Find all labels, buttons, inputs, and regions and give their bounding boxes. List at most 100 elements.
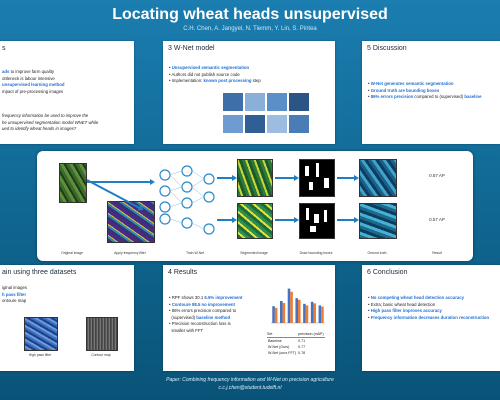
chart-bar <box>303 303 306 323</box>
mask-bottom <box>306 208 327 232</box>
panel-introduction: s ads to improve farm quality ottleneck … <box>0 41 134 144</box>
ground-truth-top <box>359 159 397 197</box>
label-result: Result <box>432 251 442 255</box>
panel-discussion-title: 5 Discussion <box>367 45 407 52</box>
score-bottom: 0.57 AP <box>429 217 445 222</box>
caption-contour: Contour map <box>91 353 111 357</box>
example-image <box>223 115 243 133</box>
table-cell: W-Net (ours FFT) <box>268 351 297 355</box>
example-image <box>289 115 309 133</box>
intro-bullet: mpact of pre-processing images <box>2 88 64 94</box>
chart-bar <box>310 301 314 323</box>
panel-intro-title: s <box>2 45 6 52</box>
results-bullet: • Precision reconstruction loss is <box>169 321 231 327</box>
panel-datasets-title: ain using three datasets <box>2 269 77 276</box>
wnet-bullet: • Authors did not publish source code <box>169 71 240 77</box>
footer-contact-email: c.c.j.chen@student.tudelft.nl <box>218 385 282 391</box>
datasets-bullets: iginal images h pass filter ontoure map <box>2 285 27 305</box>
arrow <box>275 217 299 223</box>
chart-bar <box>318 305 322 323</box>
mask-top <box>305 163 329 190</box>
datasets-bullet: iginal images <box>2 285 28 290</box>
discussion-bullet: • Ground truth are bounding boxes <box>368 87 440 93</box>
bounding-box-top <box>299 159 335 197</box>
chart-bar <box>272 306 275 323</box>
datasets-bullet: h pass filter <box>2 291 27 297</box>
table-row: W-Net (Ours) 0.77 <box>267 344 325 350</box>
conclusion-bullets: • No competing wheat head detection accu… <box>368 295 489 321</box>
panel-datasets: ain using three datasets iginal images h… <box>0 265 134 371</box>
bounding-box-bottom <box>299 203 335 239</box>
chart-bar <box>280 301 283 323</box>
results-table: Set precision (mAP) Baseline 0.71 W-Net … <box>267 331 325 356</box>
wnet-bullets: • Unsupervised semantic segmentation • A… <box>169 65 261 85</box>
poster-title: Locating wheat heads unsupervised <box>112 6 388 23</box>
wnet-network-icon <box>159 165 215 235</box>
arrow <box>217 217 237 223</box>
chart-bar <box>313 303 316 323</box>
example-image <box>223 93 243 111</box>
panel-conclusion-title: 6 Conclusion <box>367 269 408 276</box>
results-bullet: • RPF shows 30.1 6.5% improvement <box>169 295 243 300</box>
arrow <box>275 175 299 181</box>
segmented-image-bottom <box>237 203 273 239</box>
datasets-bullet: ontoure map <box>2 298 27 304</box>
chart-bar <box>274 307 278 323</box>
table-header-row: Set precision (mAP) <box>267 331 325 338</box>
caption-high-pass: High pass filter <box>28 353 52 357</box>
discussion-bullet: • 86% errors precision compared to (supe… <box>368 94 482 100</box>
label-filter: Apply frequency filter <box>114 251 146 255</box>
results-bullet: smaller with FFT <box>171 327 204 333</box>
chart-bar <box>290 291 293 323</box>
contour-map-image <box>86 317 118 351</box>
chart-bar <box>282 303 286 323</box>
label-boxes: Draw bounding boxes <box>299 251 333 255</box>
table-cell: W-Net (Ours) <box>268 345 290 349</box>
conclusion-bullet: • Extra; basic wheat head detection <box>368 301 436 307</box>
intro-bullets: ads to improve farm quality ottleneck is… <box>2 69 65 95</box>
conclusion-bullet: • High pass filter improves accuracy <box>368 308 442 314</box>
chart-bar <box>298 299 301 323</box>
chart-bar <box>305 305 309 323</box>
example-image <box>245 115 265 133</box>
table-cell: 0.78 <box>298 351 306 355</box>
original-image <box>59 163 87 203</box>
intro-bullet: ads to improve farm quality <box>2 69 55 74</box>
panel-discussion: 5 Discussion • W-Net generates semantic … <box>362 41 500 144</box>
ground-truth-bottom <box>359 203 397 239</box>
example-image <box>267 115 287 133</box>
table-header-cell: precision (mAP) <box>298 332 324 336</box>
panel-results-title: 4 Results <box>168 269 198 276</box>
table-cell: 0.71 <box>298 339 306 343</box>
table-cell: Baseline <box>268 339 282 343</box>
panel-results: 4 Results • RPF shows 30.1 6.5% improvem… <box>163 265 335 371</box>
example-image <box>289 93 309 111</box>
table-row: W-Net (ours FFT) 0.78 <box>267 350 325 356</box>
poster-authors: C.H. Chen, A. Jangyel, N. Tiemm, Y. Lin,… <box>183 26 317 32</box>
table-cell: 0.77 <box>298 345 306 349</box>
label-original: Original image <box>61 251 83 255</box>
conclusion-bullet: • No competing wheat head detection accu… <box>368 295 465 300</box>
discussion-bullets: • W-Net generates semantic segmentation … <box>368 81 482 101</box>
footer-paper-reference: Paper: Combining frequency information a… <box>166 377 334 383</box>
wnet-bullet: • Implementation: known post processing … <box>169 78 261 84</box>
chart-bar <box>321 306 324 323</box>
results-bullet: • 86% errors precision compared to <box>169 308 237 314</box>
chart-bar <box>295 298 298 323</box>
segmented-image-top <box>237 159 273 197</box>
arrow <box>337 175 359 181</box>
arrow <box>337 217 359 223</box>
label-segmented: Segmented image <box>240 251 268 255</box>
results-bar-chart <box>271 288 325 324</box>
poster-footer: Paper: Combining frequency information a… <box>0 376 500 392</box>
research-question: frequency information be used to improve… <box>2 113 99 132</box>
results-bullet: • Contoure 88.5 no improvement <box>169 301 235 307</box>
wnet-bullet: • Unsupervised semantic segmentation <box>169 65 250 70</box>
arrow <box>217 175 237 181</box>
intro-bullet: unsupervised learning method <box>2 82 65 88</box>
arrow <box>87 179 155 185</box>
high-pass-image <box>24 317 58 351</box>
wnet-example-images <box>223 93 309 133</box>
example-image <box>267 93 287 111</box>
intro-bullet: ottleneck is labour intensive <box>2 75 55 81</box>
